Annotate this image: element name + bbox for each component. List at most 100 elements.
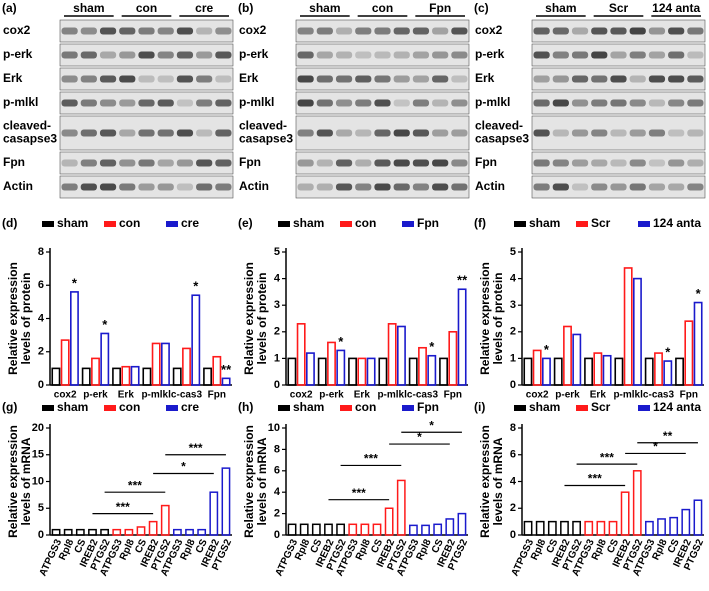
blot-band	[157, 75, 174, 83]
y-tick-label: 2	[38, 346, 44, 358]
y-tick-label: 0	[274, 379, 280, 391]
x-tick-label: Erk	[354, 390, 371, 401]
blot-band	[374, 51, 391, 59]
bar	[203, 367, 212, 386]
legend-swatch	[576, 405, 588, 411]
bar	[182, 347, 191, 386]
blot-band	[138, 51, 155, 59]
row-label: cleaved-	[475, 119, 523, 133]
blot-band	[355, 99, 372, 107]
bar	[209, 491, 219, 536]
bar	[172, 367, 182, 386]
blot-band	[176, 51, 194, 59]
blot-band	[629, 51, 646, 59]
blot-band	[533, 51, 550, 59]
legend-label: cre	[181, 216, 199, 230]
x-tick-label: CS	[369, 537, 385, 555]
significance: *	[429, 339, 435, 354]
blot-band	[533, 159, 550, 167]
blot-band	[610, 129, 627, 137]
group-label: Scr	[609, 1, 629, 15]
y-tick-label: 4	[510, 273, 517, 285]
x-tick-label: CS	[545, 537, 561, 555]
bar	[336, 349, 346, 386]
blot-band	[61, 159, 78, 167]
row-label: p-mlkl	[239, 95, 274, 109]
blot-band	[648, 129, 666, 137]
row-label: casapse3	[475, 132, 529, 146]
bar	[191, 294, 201, 386]
bar	[81, 367, 91, 386]
blot-band	[316, 75, 333, 83]
y-tick-label: 15	[32, 449, 44, 461]
significance: ***	[352, 486, 366, 500]
y-axis-label: Relative expression	[478, 425, 492, 538]
y-tick-label: 6	[38, 279, 44, 291]
y-axis-label: Relative expression	[478, 262, 492, 375]
blot-band	[138, 129, 155, 137]
blot-band	[629, 27, 646, 35]
bar	[161, 342, 170, 386]
bar	[427, 354, 437, 386]
legend-swatch	[638, 221, 650, 227]
blot-band	[393, 99, 410, 107]
bar	[532, 349, 542, 386]
legend-swatch	[514, 221, 526, 227]
blot-band	[297, 51, 314, 59]
blot-band	[196, 99, 213, 107]
blot-band	[648, 99, 666, 107]
blot-band	[571, 159, 589, 167]
x-tick-label: Erk	[590, 390, 607, 401]
bar	[457, 288, 467, 386]
x-tick-label: CS	[430, 537, 446, 555]
blot-band	[552, 183, 569, 191]
bar	[124, 528, 134, 536]
y-tick-label: 6	[510, 449, 516, 461]
blot-band	[297, 183, 314, 191]
legend-swatch	[638, 405, 650, 411]
panel-label: (a)	[2, 1, 17, 15]
significance: *	[696, 286, 702, 301]
bar	[70, 291, 79, 386]
bar	[563, 325, 572, 386]
row-label: cleaved-	[239, 119, 287, 133]
blot-band	[687, 75, 704, 83]
bar	[663, 360, 673, 386]
bar	[91, 357, 100, 386]
row-label: cleaved-	[3, 119, 51, 133]
blot-band	[432, 183, 449, 191]
bar	[542, 357, 551, 386]
blot-band	[610, 51, 627, 59]
bar	[221, 377, 231, 386]
bar	[675, 357, 684, 386]
legend-label: 124 anta	[653, 400, 701, 414]
bar	[121, 365, 131, 386]
blot-band	[335, 183, 353, 191]
y-axis-label: levels of mRNA	[255, 437, 269, 525]
row-label: Fpn	[3, 155, 25, 169]
blot-band	[552, 51, 569, 59]
y-tick-label: 2	[274, 326, 280, 338]
blot-band	[374, 183, 391, 191]
blot-band	[215, 183, 232, 191]
bar	[348, 523, 358, 536]
blot-band	[316, 99, 333, 107]
blot-band	[571, 75, 589, 83]
bar	[439, 357, 448, 386]
blot-band	[629, 159, 646, 167]
blot-band	[432, 99, 449, 107]
blot-band	[61, 27, 78, 35]
legend-label: sham	[293, 400, 324, 414]
blot-band	[687, 51, 704, 59]
bar	[693, 499, 703, 536]
significance: *	[338, 334, 344, 349]
bar	[602, 354, 612, 386]
blot-band	[648, 27, 666, 35]
legend-swatch	[278, 221, 290, 227]
y-tick-label: 5	[274, 246, 280, 258]
blot-band	[119, 51, 136, 59]
blot-band	[297, 129, 314, 137]
legend-swatch	[402, 221, 414, 227]
y-axis-label: levels of protein	[19, 272, 33, 364]
blot-band	[355, 75, 372, 83]
